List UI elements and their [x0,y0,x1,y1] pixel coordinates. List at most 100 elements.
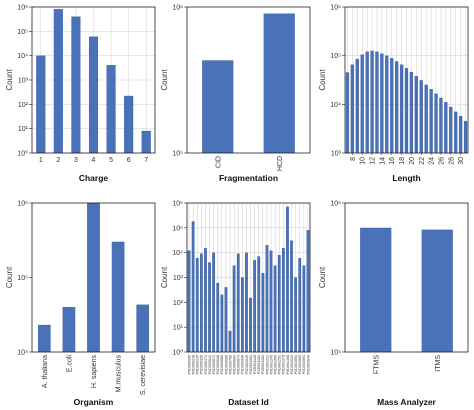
bar-pxd000336 [199,253,203,353]
x-tick-label: PXD001192 [261,355,265,374]
x-tick-label: PXD000195 [187,355,191,374]
x-tick-label: 6 [127,157,131,164]
bar-25 [434,93,438,154]
x-tick-label: PXD001015 [245,355,249,374]
x-tick-label: PXD001561 [294,355,298,374]
bar-28 [449,106,453,154]
x-tick-label: PXD000542 [208,355,212,374]
bar-pxd001250 [273,265,277,353]
bar-pxd001245 [269,250,273,353]
bar-pxd000688 [220,294,224,353]
bar-pxd001252 [277,254,281,353]
x-tick-label: PXD000696 [224,355,228,374]
bar-5 [106,65,116,154]
bar-pxd000696 [224,287,228,353]
bar-pxd001468 [286,206,289,353]
y-tick-label: 10¹ [18,126,29,133]
bar-16 [390,58,394,154]
bar-s-cerevisiae [136,304,150,353]
bar-pxd001222 [265,245,269,353]
x-tick-label: PXD001565 [298,355,302,374]
bar-pxd000938 [240,277,244,353]
plot-frame [344,202,469,353]
x-tick-label: 30 [458,157,465,165]
x-tick-label: PXD001091 [249,355,253,374]
y-tick-label: 10³ [173,275,184,282]
x-tick-label: FTMS [373,355,380,374]
bar-pxd000804 [232,265,236,353]
bar-6 [124,95,134,154]
bar-pxd001561 [294,277,298,353]
bar-13 [375,51,379,154]
bar-18 [399,64,404,154]
bar-22 [419,80,423,154]
x-tick-label: PXD000218 [191,355,195,374]
bar-7 [345,72,350,154]
x-tick-label: PXD001128 [253,355,257,374]
bar-27 [444,102,448,154]
x-tick-label: PXD001183 [257,355,261,374]
y-axis-label: Count [5,69,14,91]
x-tick-label: 12 [370,157,377,165]
bar-pxd001379 [281,248,285,353]
x-tick-label: M.musculus [116,355,123,393]
y-tick-label: 10⁵ [17,29,28,36]
x-tick-label: E.coli [66,355,73,373]
bar-hcd [263,13,295,154]
x-tick-label: 7 [144,157,148,164]
bar-1 [36,55,46,154]
bar-a-thaliana [38,324,51,353]
x-tick-label: PXD001379 [282,355,286,374]
x-tick-label: 24 [429,157,436,165]
x-tick-label: 14 [379,157,386,165]
y-axis-label: Count [160,69,169,91]
x-tick-label: 4 [92,157,96,164]
x-tick-label: PXD000572 [212,355,216,374]
bar-pxd000780 [228,330,232,353]
y-tick-label: 10⁰ [17,150,28,158]
x-tick-label: A. thaliana [42,355,49,388]
plot-frame [186,6,311,154]
bar-31 [463,121,468,154]
bar-3 [71,16,81,154]
y-tick-label: 10⁶ [330,201,341,208]
y-tick-label: 10⁴ [172,250,183,257]
bar-pxd000542 [208,262,211,353]
bar-pxd001565 [298,258,302,353]
x-tick-label: 10 [360,157,367,165]
bar-20 [409,71,414,154]
y-tick-label: 10⁶ [17,201,28,208]
x-tick-label: 2 [56,157,60,164]
y-tick-label: 10⁴ [17,350,28,357]
x-tick-label: 22 [419,157,426,165]
bar-pxd000195 [187,250,191,353]
bar-2 [53,9,63,154]
y-axis-label: Count [318,69,327,91]
x-tick-label: HCD [277,156,284,171]
panel-organism: 10⁴ 10⁵ 10⁶ Count A. thaliana E.coli H. sapien… [5,201,156,407]
x-tick-label: PXD000474 [204,355,208,374]
bar-pxd001015 [245,252,248,353]
y-tick-label: 10¹ [173,325,184,332]
y-tick-label: 10⁶ [330,5,341,12]
x-tick-label: ITMS [435,355,442,372]
x-tick-label: PXD001640 [306,355,310,374]
y-tick-label: 10⁴ [330,102,341,109]
bar-26 [439,97,443,154]
x-tick-label: PXD000938 [241,355,245,374]
panel-length: 10³ 10⁴ 10⁵ 10⁶ Count 8 10 12 14 16 18 20 22 24 26 28 30… [318,5,469,183]
bar-pxd001640 [306,230,310,353]
bar-11 [365,51,369,154]
bar-9 [355,58,359,154]
bar-12 [370,50,374,154]
bar-h-sapiens [87,202,100,353]
bar-8 [350,64,355,154]
x-tick-label: PXD000780 [228,355,232,374]
bar-pxd000474 [204,248,207,353]
bar-29 [454,111,458,154]
y-tick-label: 10⁵ [172,225,183,232]
bar-itms [421,229,453,353]
panel-mass-analyzer: 10⁵ 10⁶ Count FTMS ITMS Mass Analyzer [318,201,469,407]
bar-ftms [360,227,392,353]
x-axis-label: Length [392,173,420,183]
